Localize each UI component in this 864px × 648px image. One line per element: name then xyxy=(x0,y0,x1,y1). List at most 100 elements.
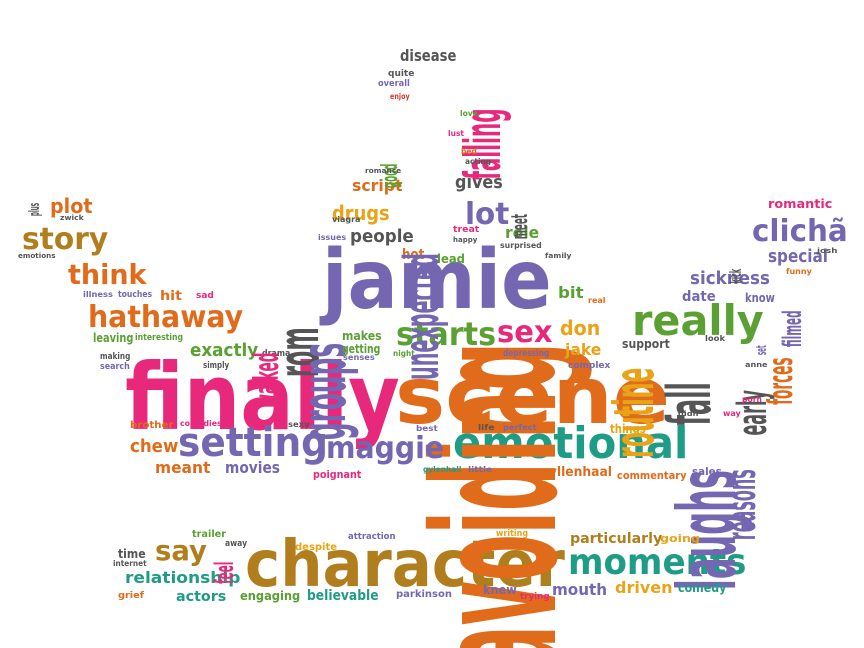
word-lust: lust xyxy=(448,129,465,138)
word-parkinson: parkinson xyxy=(396,589,452,600)
word-driven: driven xyxy=(615,578,673,597)
word-moments: moments xyxy=(568,542,747,583)
word-lot: lot xyxy=(465,197,510,232)
word-emotional: emotional xyxy=(453,418,689,469)
word-makes: makes xyxy=(342,329,382,343)
word-quite: quite xyxy=(388,69,415,79)
word-way: way xyxy=(723,409,741,418)
word-trailer: trailer xyxy=(192,529,227,540)
word-treat: treat xyxy=(453,225,480,235)
word-porn: porn xyxy=(742,395,762,404)
word-romance: romance xyxy=(365,167,402,175)
word-character: character xyxy=(245,528,565,602)
word-complex: complex xyxy=(568,361,611,371)
word-say: say xyxy=(155,534,207,567)
word-trying: trying xyxy=(520,592,550,602)
word-filmed: filmed xyxy=(778,310,808,348)
word-love: love xyxy=(460,109,478,118)
word-sickness: sickness xyxy=(690,268,770,289)
word-unexpected: unexpected xyxy=(394,253,450,380)
word-getting: getting xyxy=(342,342,381,356)
word-sales: sales xyxy=(692,465,722,478)
word-night: night xyxy=(393,349,415,358)
word-poignant: poignant xyxy=(313,468,362,481)
word-think: think xyxy=(68,258,147,291)
word-best: best xyxy=(416,424,438,433)
word-depressing: depressing xyxy=(503,349,550,359)
word-anne: anne xyxy=(745,361,768,369)
word-look: look xyxy=(705,334,726,343)
word-despite: despite xyxy=(295,542,338,553)
word-things: things xyxy=(610,422,646,436)
word-sex: sex xyxy=(497,315,553,350)
word-going: going xyxy=(660,532,700,545)
word-disease: disease xyxy=(400,46,457,65)
word-family: family xyxy=(545,252,572,260)
word-engaging: engaging xyxy=(240,589,301,603)
word-knew: knew xyxy=(483,583,517,597)
word-really: really xyxy=(632,296,764,345)
word-viagra: viagra xyxy=(332,215,361,224)
word-enjoy: enjoy xyxy=(390,92,410,101)
word-life: life xyxy=(478,423,495,432)
word-sexy: sexy xyxy=(288,420,310,429)
word-leaving: leaving xyxy=(93,331,134,345)
word-writing: writing xyxy=(496,529,529,539)
word-time: time xyxy=(118,547,146,561)
word-perfect: perfect xyxy=(503,423,537,432)
word-movies: movies xyxy=(225,458,280,477)
word-comedies: comedies xyxy=(180,419,222,428)
word-people: people xyxy=(350,226,414,247)
word-maggie: maggie xyxy=(326,431,445,466)
word-bit: bit xyxy=(558,283,584,302)
word-scene: scene xyxy=(395,352,670,442)
word-brother: brother xyxy=(130,420,174,431)
word-jake: jake xyxy=(565,340,602,359)
word-away: away xyxy=(225,539,248,549)
word-chew: chew xyxy=(130,436,179,457)
word-making: making xyxy=(100,352,131,362)
word-feel: feel xyxy=(210,561,240,584)
word-gyllenhaal: gyllenhaal xyxy=(540,465,613,480)
word-senses: senses xyxy=(343,353,375,362)
word-acting: acting xyxy=(465,157,492,166)
word-don: don xyxy=(560,316,601,340)
word-drama: drama xyxy=(262,349,291,359)
word-reasons: reasons xyxy=(719,469,765,541)
word-date: date xyxy=(682,289,716,305)
word-attraction: attraction xyxy=(348,532,396,542)
word-routine: routine xyxy=(602,367,666,458)
word-commentary: commentary xyxy=(617,469,687,482)
word-gives: gives xyxy=(455,172,503,193)
word-hit: hit xyxy=(160,289,182,304)
word-meant: meant xyxy=(155,458,211,477)
word-know: know xyxy=(745,291,775,305)
word-internet: internet xyxy=(113,559,147,568)
word-finally: finally xyxy=(125,344,400,451)
word-support: support xyxy=(622,337,670,351)
word-story: story xyxy=(22,222,109,257)
word-gylenhall: gylenhall xyxy=(423,465,462,474)
word-fall: fall xyxy=(655,382,725,426)
word-jamie: jamie xyxy=(322,233,552,328)
word-comedy: comedy xyxy=(678,581,727,595)
word-simply: simply xyxy=(203,361,230,371)
word-actors: actors xyxy=(176,589,227,605)
word-exactly: exactly xyxy=(190,340,259,361)
word-funny: funny xyxy=(786,267,812,276)
word-falling: falling xyxy=(454,108,512,180)
word-starts: starts xyxy=(396,315,497,353)
word-satisfying: satisfying xyxy=(495,472,536,481)
word-interesting: interesting xyxy=(135,333,184,343)
word-plot: plot xyxy=(50,194,93,218)
word-sad: sad xyxy=(196,291,214,301)
word-walked: walked xyxy=(247,352,287,407)
word-didn: didn xyxy=(678,410,699,418)
word-clicha: clichã xyxy=(752,214,848,249)
word-plus: plus xyxy=(27,202,43,217)
word-lead: lead xyxy=(437,252,465,266)
word-little: little xyxy=(468,465,493,474)
word-setting: setting xyxy=(178,420,328,466)
word-surprised: surprised xyxy=(500,241,542,250)
